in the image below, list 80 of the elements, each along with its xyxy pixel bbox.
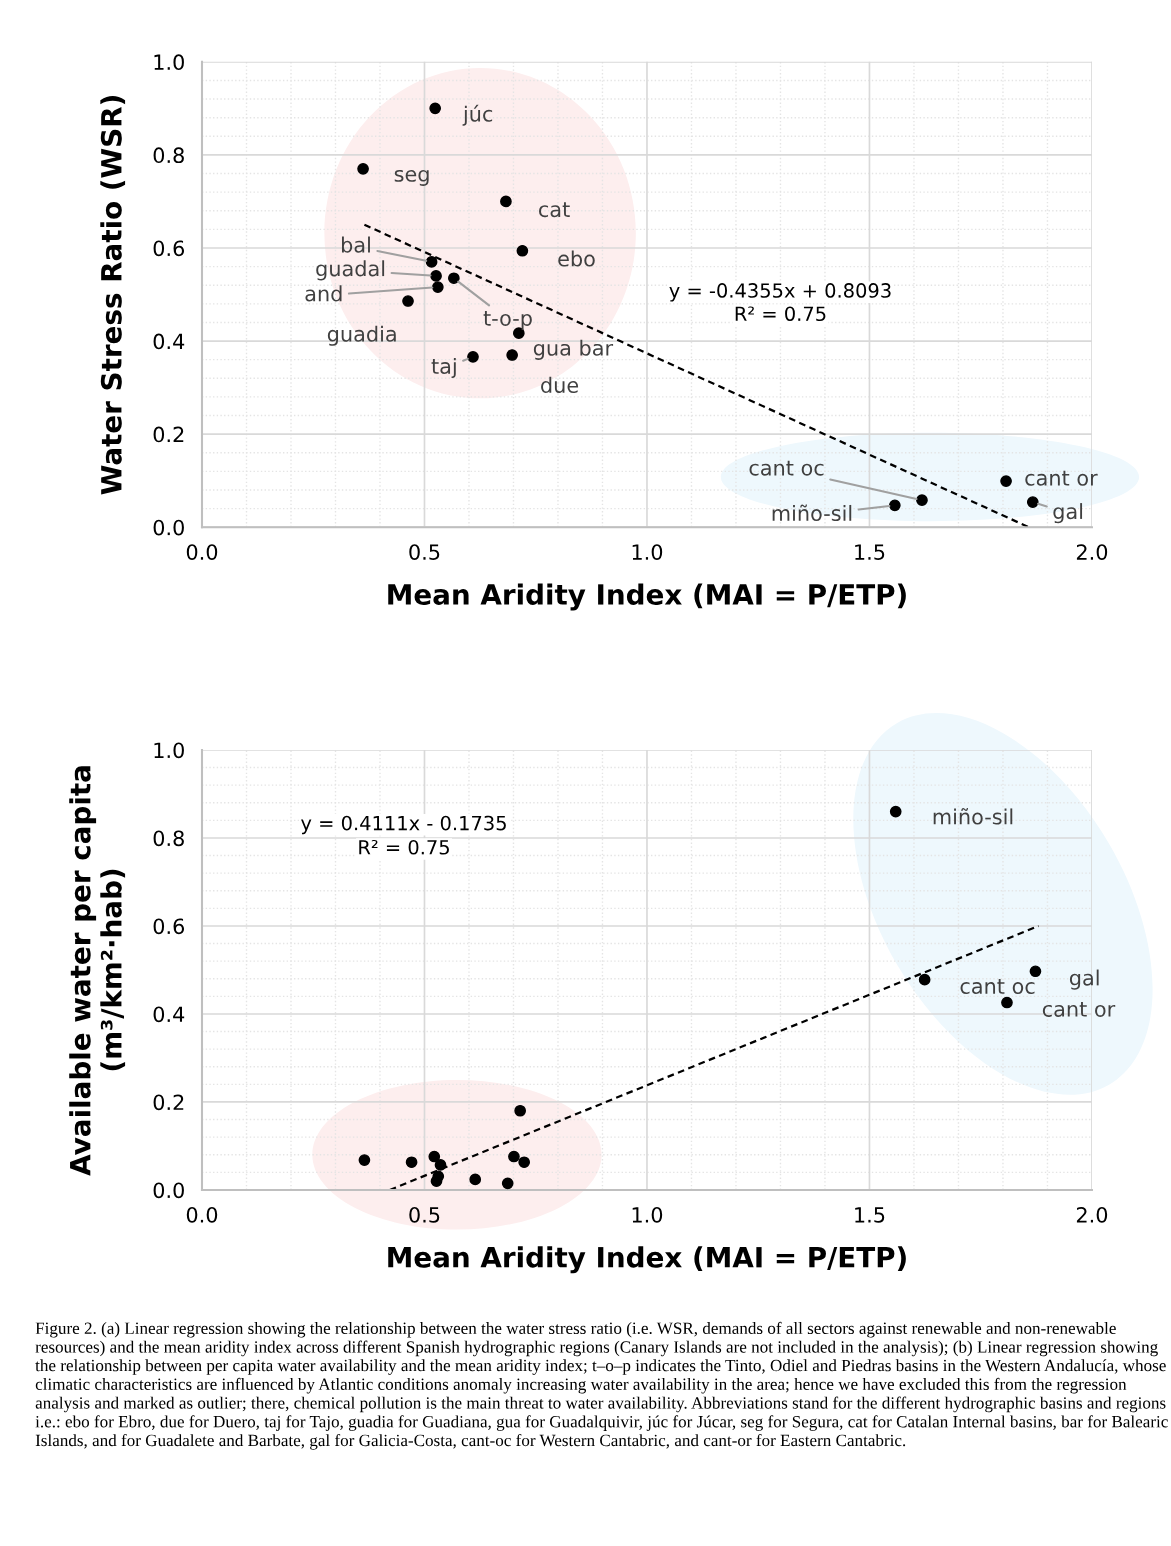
- annotation: ebo: [558, 250, 595, 267]
- point: [467, 351, 479, 363]
- annotation: y = -0.4355x + 0.8093: [669, 283, 891, 302]
- x-axis-title: Mean Aridity Index (MAI = P/ETP): [388, 583, 906, 611]
- point: [518, 1156, 531, 1169]
- annotation: cant or: [1042, 1001, 1116, 1017]
- point: [430, 270, 442, 282]
- y-axis-title: Available water per capita (m³/km²·hab): [69, 766, 126, 1176]
- x-tick-label: 1.0: [632, 544, 663, 560]
- point: [889, 805, 902, 818]
- annotation: gal: [1053, 503, 1083, 524]
- x-tick-label: 1.0: [632, 1206, 663, 1223]
- annotation: miño-sil: [772, 504, 852, 522]
- annotation: and: [305, 285, 342, 302]
- annotation: bal: [342, 236, 370, 253]
- y-axis-title: Water Stress Ratio (WSR): [100, 96, 126, 495]
- y-tick-label: 1.0: [154, 742, 184, 759]
- point: [918, 973, 931, 986]
- y-tick-label: 0.8: [153, 147, 184, 164]
- annotation: cant oc: [749, 460, 824, 476]
- point: [514, 1104, 527, 1117]
- y-tick-label: 0.4: [153, 1006, 185, 1023]
- y-tick-label: 0.4: [153, 333, 185, 350]
- annotation: t-o-p: [483, 311, 532, 330]
- point: [916, 494, 928, 507]
- annotation: cant or: [1025, 470, 1098, 486]
- y-tick-label: 0.8: [153, 830, 184, 847]
- point: [1029, 965, 1042, 978]
- annotation: R² = 0.75: [735, 306, 826, 322]
- y-tick-label: 0.6: [153, 240, 185, 257]
- x-tick-label: 1.5: [855, 544, 885, 560]
- point: [501, 1177, 514, 1190]
- y-tick-label: 0.0: [153, 1182, 184, 1199]
- annotation: júc: [462, 104, 493, 126]
- point: [431, 281, 444, 293]
- x-tick-label: 0.0: [186, 544, 218, 560]
- point: [405, 1156, 418, 1169]
- x-axis-title: Mean Aridity Index (MAI = P/ETP): [388, 1246, 906, 1274]
- point: [429, 102, 442, 115]
- point: [1026, 496, 1039, 508]
- x-tick-label: 2.0: [1076, 1206, 1108, 1223]
- annotation: guadia: [327, 325, 396, 346]
- annotation: cat: [539, 202, 570, 218]
- annotation: taj: [431, 357, 456, 379]
- point: [425, 256, 438, 268]
- y-tick-label: 0.2: [153, 426, 184, 443]
- point: [516, 244, 529, 257]
- point: [428, 1150, 441, 1163]
- y-tick-label: 0.0: [153, 519, 184, 536]
- point: [430, 1175, 443, 1188]
- annotation: y = 0.4111x - 0.1735: [301, 815, 506, 835]
- annotation: gua bar: [533, 339, 614, 360]
- point: [888, 499, 901, 512]
- annotation: guadal: [316, 260, 385, 281]
- y-tick-label: 1.0: [154, 54, 184, 71]
- point: [506, 349, 518, 361]
- point: [508, 1150, 520, 1163]
- point: [434, 1159, 447, 1171]
- x-tick-label: 2.0: [1076, 544, 1108, 560]
- annotation: R² = 0.75: [359, 839, 449, 855]
- x-tick-label: 1.5: [855, 1207, 885, 1223]
- annotation: cant oc: [960, 979, 1035, 995]
- caption: Figure 2. (a) Linear regression showing the relationship between the water stress ratio (i.e. WSR, demands of all sectors against renewable and non-renewable resources) and the mean aridity index across different Spanish hydrographic regions (Canary Islands are not included in the analysis); (b) Linear regression showing the relationship between per capita water availability and the mean aridity index; t–o–p indicates the Tinto, Odiel and Piedras basins in the Western Andalucía, whose climatic characteristics are influenced by Atlantic conditions anomaly increasing water availability in the area; hence we have excluded this from the regression analysis and marked as outlier; there, chemical pollution is the main threat to water availability. Abbreviations stand for the different hydrographic basins and regions i.e.: ebo for Ebro, due for Duero, taj for Tajo, guadia for Guadiana, gua for Guadalquivir, júc for Júcar, seg for Segura, cat for Catalan Internal basins, bar for Balearic Islands, and for Guadalete and Barbate, gal for Galicia-Costa, cant-oc for Western Cantabric, and cant-or for Eastern Cantabric.: [35, 1321, 1168, 1450]
- y-tick-label: 0.6: [153, 918, 185, 935]
- x-tick-label: 0.5: [409, 1206, 440, 1223]
- point: [1001, 996, 1013, 1009]
- point: [448, 272, 460, 285]
- annotation: seg: [394, 169, 429, 186]
- x-tick-label: 0.5: [409, 544, 440, 560]
- point: [402, 295, 414, 307]
- annotation: miño-sil: [933, 808, 1013, 825]
- point: [358, 1154, 371, 1166]
- point: [500, 195, 512, 208]
- x-tick-label: 0.0: [186, 1206, 218, 1223]
- y-tick-label: 0.2: [153, 1094, 184, 1111]
- point: [357, 163, 369, 175]
- annotation: gal: [1069, 969, 1099, 990]
- point: [1000, 475, 1012, 487]
- point: [469, 1173, 482, 1186]
- annotation: due: [541, 376, 579, 393]
